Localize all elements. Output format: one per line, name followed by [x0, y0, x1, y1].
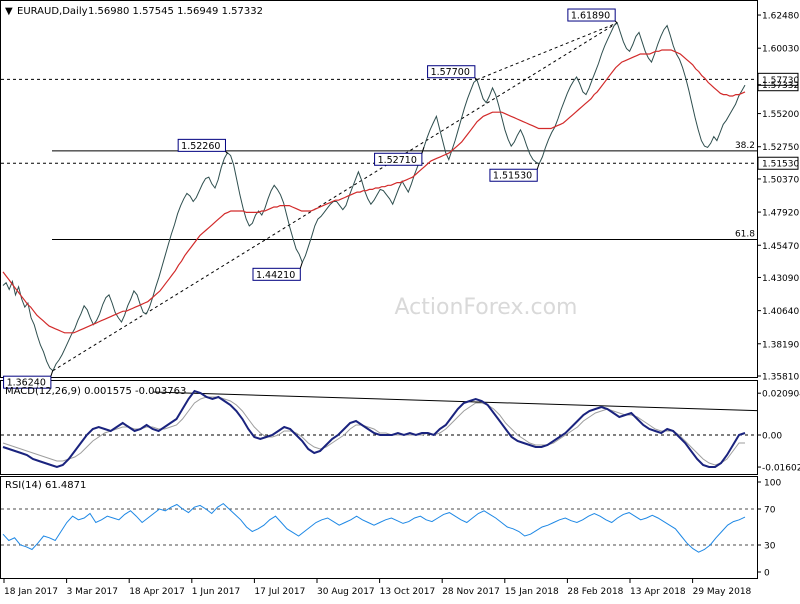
- price-y-tick-label: 1.55200: [762, 110, 799, 120]
- x-tick-label: 13 Apr 2018: [630, 587, 686, 597]
- price-annotation-connector: [421, 147, 425, 154]
- price-annotation-label: 1.51530: [493, 171, 532, 182]
- price-y-tick-label: 1.38190: [762, 340, 799, 350]
- rsi-panel-title: RSI(14) 61.4871: [5, 480, 86, 491]
- price-annotation-box: [252, 267, 301, 281]
- price-annotation-label: 1.61890: [571, 11, 610, 22]
- price-annotation-box: [177, 138, 226, 152]
- price-annotation-connector: [50, 370, 54, 377]
- rsi-y-tick-label: 70: [764, 506, 776, 516]
- price-panel-frame: [0, 0, 758, 378]
- x-tick-label: 28 Nov 2017: [442, 587, 500, 597]
- price-annotation-connector: [474, 77, 478, 81]
- level-label-box: [757, 156, 799, 170]
- x-tick-label: 18 Jan 2017: [4, 587, 58, 597]
- rsi-y-tick-label: 0: [764, 569, 770, 579]
- price-annotation-box: [427, 65, 476, 79]
- price-annotation-box: [3, 375, 52, 389]
- level-label: 1.57730: [762, 76, 799, 86]
- price-y-tick-label: 1.52750: [762, 143, 799, 153]
- rsi-line: [2, 502, 746, 553]
- x-tick-label: 13 Oct 2017: [380, 587, 436, 597]
- upper-trendline: [476, 22, 618, 81]
- price-panel-title: EURAUD,Daily: [17, 6, 88, 17]
- series-line-price: [2, 22, 746, 372]
- macd-panel-title: MACD(12,26,9) 0.001575 -0.003763: [5, 386, 186, 397]
- x-axis: 1.62480 1.60030 1.57332 1.55200 1.52750 1.503…: [3, 12, 800, 597]
- price-annotation-connector: [299, 262, 303, 269]
- annotations-layer: 1.57730 1.51530 38.2 61.8 1.61890 1.57700 1.52…: [3, 8, 799, 389]
- fib-level-label: 61.8: [735, 229, 755, 239]
- series-line-sma: [2, 49, 746, 334]
- x-tick-label: 15 Jan 2018: [505, 587, 559, 597]
- price-annotation-connector: [536, 163, 540, 170]
- x-tick-label: 3 Mar 2017: [67, 587, 118, 597]
- rsi-y-tick-label: 100: [764, 479, 781, 489]
- price-annotation-connector: [614, 20, 618, 24]
- price-annotation-box: [567, 8, 616, 22]
- rsi-y-tick-label: 30: [764, 542, 776, 552]
- price-annotation-box: [489, 168, 538, 182]
- macd-y-tick-label: 0.00: [762, 432, 782, 442]
- ohlc-readout: 1.56980 1.57545 1.56949 1.57332: [88, 6, 263, 17]
- macd-y-tick-label: -0.016023: [762, 464, 800, 474]
- macd-line-macd: [2, 389, 746, 469]
- price-y-tick-label: 1.50370: [762, 175, 799, 185]
- price-y-tick-label: 1.43090: [762, 274, 799, 284]
- price-annotation-label: 1.57700: [431, 67, 470, 78]
- price-y-tick-label: 1.35810: [762, 373, 799, 383]
- price-y-tick-label: 1.62480: [762, 12, 799, 22]
- x-tick-label: 29 May 2018: [693, 587, 752, 597]
- x-tick-label: 17 Jul 2017: [254, 587, 305, 597]
- price-panel-title-arrow: ▼: [5, 6, 13, 17]
- price-y-tick-label: 1.47920: [762, 209, 799, 219]
- price-annotation-box: [374, 152, 423, 166]
- x-tick-label: 18 Apr 2017: [129, 587, 185, 597]
- price-y-tick-label: 1.40640: [762, 307, 799, 317]
- rsi-panel-frame: [0, 476, 758, 579]
- x-tick-label: 28 Feb 2018: [567, 587, 623, 597]
- price-annotation-label: 1.44210: [256, 270, 295, 281]
- price-annotation-label: 1.52710: [378, 155, 417, 166]
- price-annotation-label: 1.52260: [181, 141, 220, 152]
- price-y-tick-label: 1.57332: [762, 81, 799, 91]
- x-tick-label: 1 Jun 2017: [192, 587, 240, 597]
- level-label: 1.51530: [762, 160, 799, 170]
- macd-trendline: [152, 391, 758, 412]
- price-y-tick-label: 1.60030: [762, 45, 799, 55]
- level-label-box: [757, 72, 799, 86]
- macd-line-signal: [2, 396, 745, 466]
- grid-layer: [1, 22, 758, 546]
- lines-layer: [2, 22, 746, 553]
- price-annotation-connector: [225, 151, 228, 154]
- x-tick-label: 30 Aug 2017: [317, 587, 375, 597]
- price-annotation-label: 1.36240: [7, 378, 46, 389]
- watermark: ActionForex.com: [395, 295, 578, 320]
- price-y-tick-label: 1.45470: [762, 242, 799, 252]
- macd-y-tick-label: 0.020904: [762, 390, 800, 400]
- fib-level-label: 38.2: [735, 141, 755, 151]
